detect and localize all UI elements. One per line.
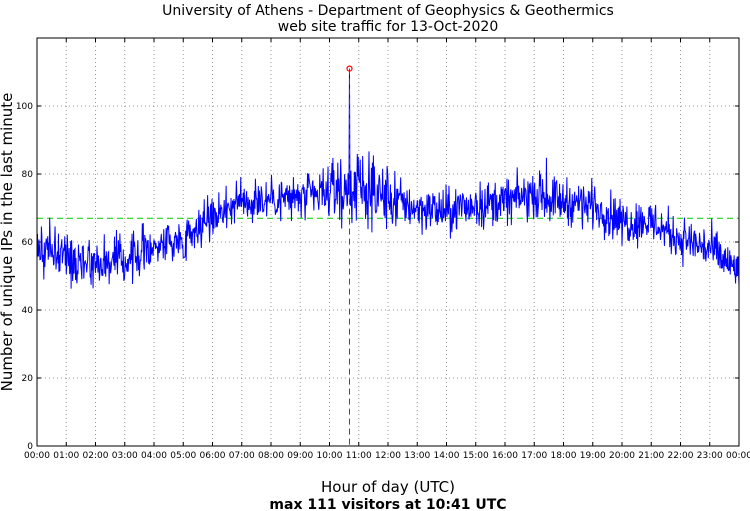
y-tick-label: 80 [22, 170, 34, 180]
y-axis-label: Number of unique IPs in the last minute [0, 93, 16, 392]
y-tick-label: 60 [22, 238, 34, 248]
x-axis-label: Hour of day (UTC) [321, 478, 455, 496]
y-tick-label: 0 [27, 442, 33, 452]
x-tick-label: 14:00 [434, 451, 460, 461]
x-tick-label: 18:00 [551, 451, 577, 461]
y-tick-label: 40 [22, 306, 34, 316]
peak-marker-point [346, 65, 353, 72]
x-tick-label: 23:00 [697, 451, 723, 461]
x-tick-label: 11:00 [346, 451, 372, 461]
x-tick-label: 20:00 [609, 451, 635, 461]
x-tick-label: 21:00 [638, 451, 664, 461]
x-tick-label: 02:00 [83, 451, 109, 461]
x-tick-label: 09:00 [287, 451, 313, 461]
x-tick-label: 16:00 [492, 451, 518, 461]
x-tick-label: 03:00 [112, 451, 138, 461]
x-tick-label: 00:00 [24, 451, 50, 461]
x-tick-label: 08:00 [258, 451, 284, 461]
chart-title: University of Athens - Department of Geo… [162, 3, 614, 19]
y-tick-labels: 0 20 40 60 80 100 [16, 102, 33, 452]
x-tick-label: 05:00 [170, 451, 196, 461]
plot-frame [36, 37, 740, 447]
y-tick-label: 20 [22, 374, 34, 384]
x-tick-label: 12:00 [375, 451, 401, 461]
x-tick-label: 13:00 [404, 451, 430, 461]
x-tick-label: 19:00 [580, 451, 606, 461]
x-tick-label: 07:00 [229, 451, 255, 461]
x-tick-label: 06:00 [200, 451, 226, 461]
x-axis-caption: max 111 visitors at 10:41 UTC [269, 497, 506, 511]
x-tick-label: 15:00 [463, 451, 489, 461]
x-tick-label: 04:00 [141, 451, 167, 461]
x-tick-labels: 00:00 01:00 02:00 03:00 04:00 05:00 06:00 07:00… [24, 451, 750, 461]
chart-subtitle: web site traffic for 13-Oct-2020 [278, 19, 499, 35]
x-tick-label: 17:00 [521, 451, 547, 461]
x-tick-label: 00:00 [726, 451, 750, 461]
x-tick-label: 22:00 [668, 451, 694, 461]
traffic-series-line [36, 68, 740, 289]
x-tick-label: 10:00 [317, 451, 343, 461]
y-tick-label: 100 [16, 102, 33, 112]
x-tick-label: 01:00 [53, 451, 79, 461]
